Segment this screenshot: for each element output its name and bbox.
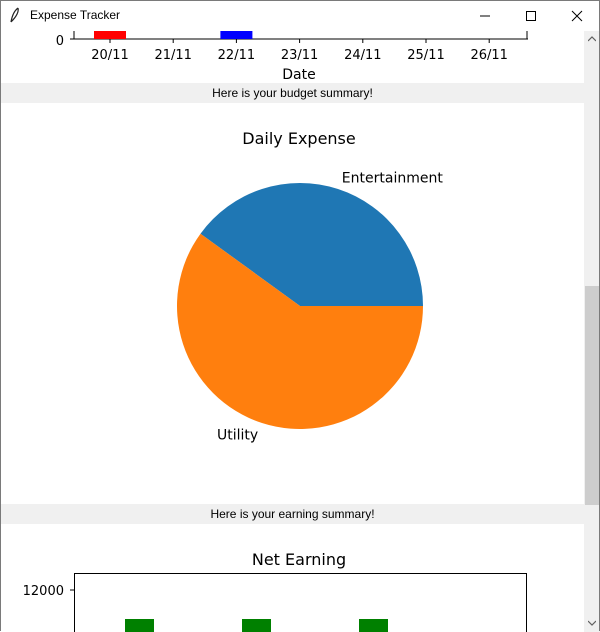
x-tick-label: 24/11 bbox=[344, 48, 381, 63]
daily-expense-pie-chart: Daily Expense Entertainment Utility bbox=[176, 129, 444, 444]
vertical-scrollbar[interactable] bbox=[584, 31, 600, 632]
earning-bar bbox=[242, 619, 271, 632]
chevron-up-icon bbox=[588, 36, 596, 42]
feather-icon bbox=[10, 7, 19, 23]
y-tick-label: 12000 bbox=[23, 584, 64, 599]
pie-slice-entertainment bbox=[200, 182, 423, 306]
x-tick-label: 25/11 bbox=[407, 48, 444, 63]
budget-summary-banner: Here is your budget summary! bbox=[1, 83, 584, 103]
window-title: Expense Tracker bbox=[30, 8, 121, 22]
x-tick-label: 20/11 bbox=[91, 48, 128, 63]
minimize-icon bbox=[480, 15, 490, 17]
pie-label: Utility bbox=[217, 428, 258, 444]
maximize-icon bbox=[526, 11, 536, 21]
expense-bar-chart: 0 20/11 21/11 22/11 23/11 24/11 25/11 26/11 Da… bbox=[56, 31, 528, 83]
close-icon bbox=[571, 10, 583, 22]
y-tick-label: 0 bbox=[56, 34, 64, 49]
net-earning-bar-chart: Net Earning 12000 bbox=[23, 550, 527, 632]
close-button[interactable] bbox=[554, 0, 600, 31]
pie-slice-utility bbox=[176, 233, 423, 429]
pie-label: Entertainment bbox=[342, 170, 444, 186]
chevron-down-icon bbox=[588, 620, 596, 626]
x-tick-label: 22/11 bbox=[218, 48, 255, 63]
scroll-thumb[interactable] bbox=[585, 286, 599, 505]
scroll-up-button[interactable] bbox=[584, 31, 600, 48]
earning-plot-frame bbox=[74, 573, 527, 632]
expense-bar bbox=[94, 31, 126, 39]
scroll-down-button[interactable] bbox=[584, 615, 600, 632]
scroll-content: 0 20/11 21/11 22/11 23/11 24/11 25/11 26/11 Da… bbox=[1, 31, 584, 632]
x-axis-label: Date bbox=[282, 67, 315, 83]
earning-summary-banner: Here is your earning summary! bbox=[1, 504, 584, 524]
x-tick-label: 26/11 bbox=[470, 48, 507, 63]
maximize-button[interactable] bbox=[508, 0, 554, 31]
earning-title: Net Earning bbox=[252, 550, 346, 569]
earning-bar bbox=[125, 619, 154, 632]
x-tick-label: 23/11 bbox=[281, 48, 318, 63]
x-tick-label: 21/11 bbox=[154, 48, 191, 63]
title-bar: Expense Tracker bbox=[0, 0, 600, 31]
expense-bar bbox=[220, 31, 253, 39]
earning-bar bbox=[359, 619, 388, 632]
pie-title: Daily Expense bbox=[242, 129, 355, 148]
minimize-button[interactable] bbox=[462, 0, 508, 31]
